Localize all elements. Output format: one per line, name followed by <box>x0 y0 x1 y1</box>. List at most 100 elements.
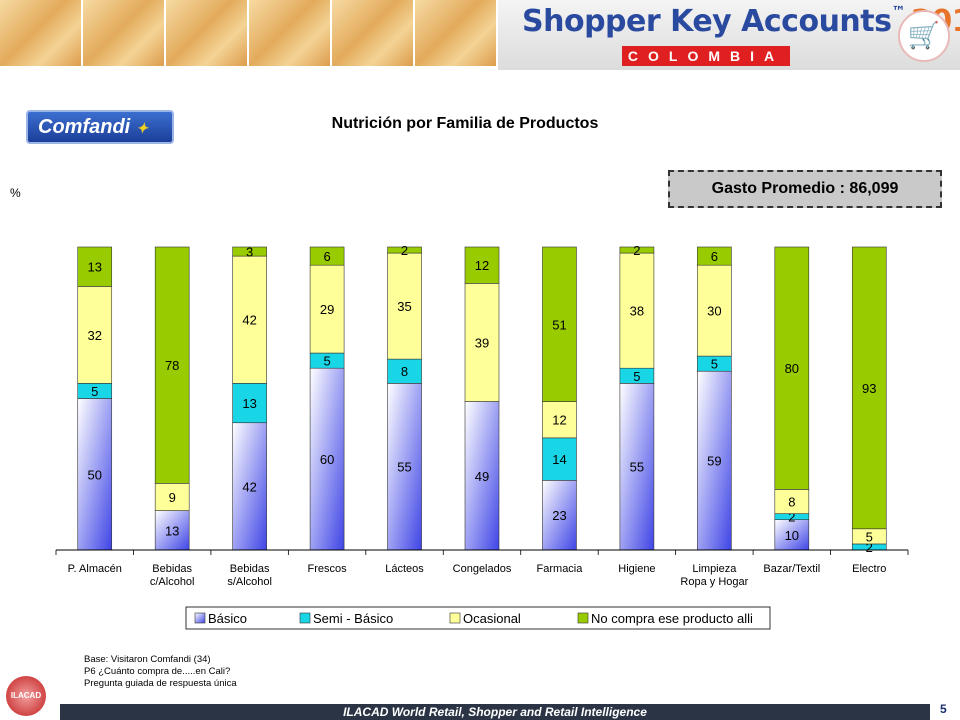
bar-segment <box>232 422 267 551</box>
x-tick-label: Limpieza Ropa y Hogar <box>680 563 748 588</box>
legend-swatch <box>194 612 206 624</box>
data-label: 5 <box>866 529 873 544</box>
bar-segment <box>619 383 655 551</box>
header-photo-tile <box>332 0 415 66</box>
data-label: 12 <box>552 413 566 428</box>
header-photo-tile <box>83 0 166 66</box>
header-photo-tile <box>415 0 498 66</box>
data-label: 13 <box>87 260 101 275</box>
data-label: 93 <box>862 381 876 396</box>
bar-segment <box>542 401 577 439</box>
data-label: 2 <box>633 243 640 258</box>
data-label: 5 <box>711 357 718 372</box>
footer-logo-icon: ILACAD <box>6 676 46 716</box>
bar-segment <box>232 255 267 384</box>
bar-segment <box>697 264 732 357</box>
bar-segment <box>77 246 113 287</box>
data-label: 60 <box>320 452 334 467</box>
x-tick-label: Bebidas c/Alcohol <box>150 563 195 588</box>
bar-segment <box>697 246 732 266</box>
x-tick-label: Farmacia <box>537 563 584 575</box>
comfandi-logo: Comfandi ✦ <box>26 110 174 144</box>
bar-segment <box>309 367 345 551</box>
data-label: 59 <box>707 454 721 469</box>
logo-people-icon: ✦ <box>136 120 148 136</box>
data-label: 5 <box>633 369 640 384</box>
data-label: 12 <box>475 258 489 273</box>
bar-segment <box>309 246 345 266</box>
brand-trademark: ™ <box>891 4 905 20</box>
data-label: 2 <box>866 540 873 555</box>
x-tick-label: Bazar/Textil <box>763 563 820 575</box>
bar-segment <box>154 246 190 484</box>
bar-segment <box>774 246 810 490</box>
legend-swatch <box>299 612 311 624</box>
legend-label: Básico <box>208 611 247 626</box>
x-tick-label: Lácteos <box>385 563 424 575</box>
brand-country: COLOMBIA <box>622 46 790 66</box>
bar-segment <box>464 246 500 284</box>
x-tick-label: Electro <box>852 563 886 575</box>
bar-segment <box>851 246 887 530</box>
data-label: 2 <box>788 510 795 525</box>
bar-segment <box>464 283 500 402</box>
bar-segment <box>154 483 190 511</box>
x-tick-label: Higiene <box>618 563 655 575</box>
data-label: 6 <box>323 249 330 264</box>
data-label: 13 <box>165 523 179 538</box>
data-label: 14 <box>552 452 566 467</box>
bar-segment <box>232 383 267 424</box>
data-label: 30 <box>707 304 721 319</box>
bar-segment <box>619 246 655 254</box>
legend-label: Semi - Básico <box>313 611 393 626</box>
page-number: 5 <box>940 702 947 716</box>
bar-segment <box>542 246 577 402</box>
legend-box <box>185 606 771 630</box>
x-tick-label: Frescos <box>308 563 348 575</box>
bar-segment <box>697 370 732 551</box>
bar-segment <box>77 286 113 384</box>
data-label: 49 <box>475 469 489 484</box>
data-label: 55 <box>397 460 411 475</box>
bar-segment <box>232 246 267 257</box>
data-label: 2 <box>401 243 408 258</box>
data-label: 5 <box>91 384 98 399</box>
y-unit-label: % <box>10 186 21 200</box>
data-label: 50 <box>87 467 101 482</box>
shopping-cart-icon: 🛒 <box>898 10 950 62</box>
data-label: 3 <box>246 245 253 260</box>
bar-segment <box>542 437 577 481</box>
bar-segment <box>619 252 655 369</box>
x-tick-label: Bebidas s/Alcohol <box>227 563 272 588</box>
legend-label: Ocasional <box>463 611 521 626</box>
data-label: 78 <box>165 358 179 373</box>
legend-label: No compra ese producto alli <box>591 611 753 626</box>
legend-swatch <box>449 612 461 624</box>
data-label: 32 <box>87 328 101 343</box>
data-label: 39 <box>475 335 489 350</box>
comfandi-logo-text: Comfandi <box>38 116 131 138</box>
data-label: 51 <box>552 317 566 332</box>
bar-segment <box>387 246 422 254</box>
data-label: 42 <box>242 313 256 328</box>
footnote-base: Base: Visitaron Comfandi (34) <box>84 654 211 665</box>
data-label: 8 <box>401 364 408 379</box>
data-label: 29 <box>320 302 334 317</box>
data-label: 9 <box>169 490 176 505</box>
data-label: 38 <box>630 304 644 319</box>
bar-segment <box>154 510 190 551</box>
x-tick-label: Congelados <box>453 563 512 575</box>
data-label: 35 <box>397 299 411 314</box>
footnote-type: Pregunta guiada de respuesta única <box>84 678 237 689</box>
header-photo-tile <box>0 0 83 66</box>
data-label: 13 <box>242 396 256 411</box>
bar-segment <box>387 252 422 360</box>
data-label: 8 <box>788 495 795 510</box>
bar-segment <box>309 264 345 354</box>
footnotes: Base: Visitaron Comfandi (34) P6 ¿Cuánto… <box>84 654 237 690</box>
bar-segment <box>774 519 810 551</box>
header-photo-strip <box>0 0 498 66</box>
data-label: 80 <box>785 361 799 376</box>
brand-title-text: Shopper Key Accounts <box>522 4 892 39</box>
